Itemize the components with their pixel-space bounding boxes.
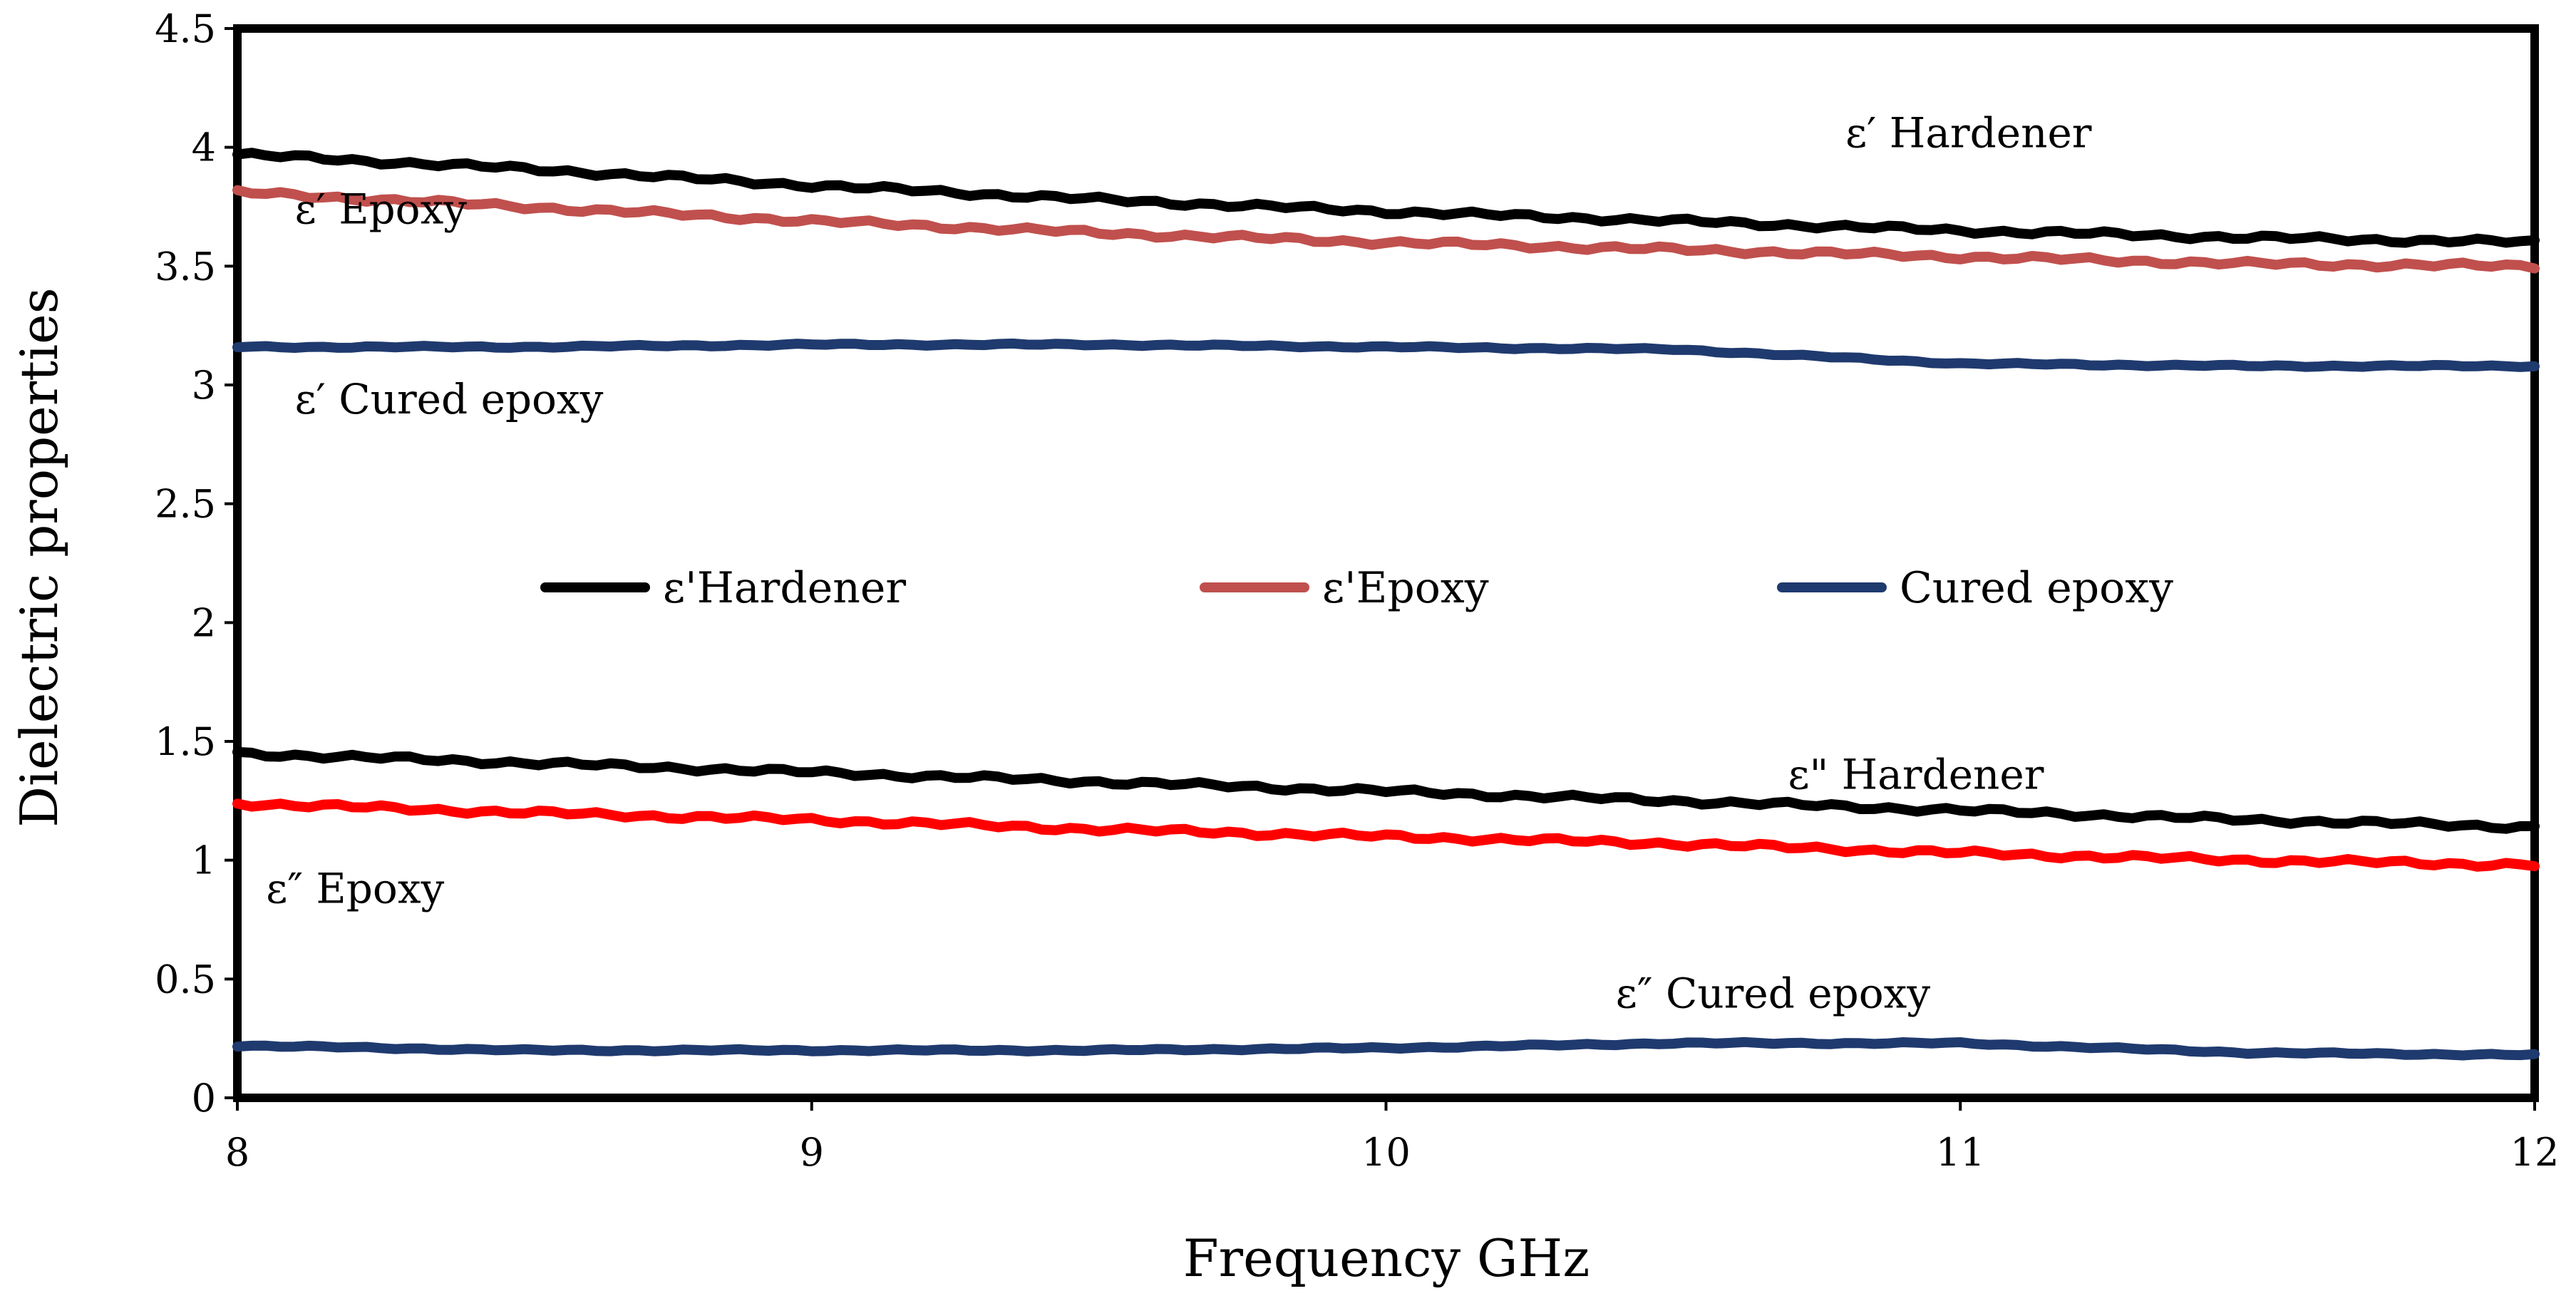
y-tick-label: 0 <box>192 1076 216 1121</box>
y-tick-label: 4 <box>192 125 216 170</box>
y-tick-label: 3.5 <box>155 244 216 289</box>
ticks-layer: 0 0.5 1 1.5 2 2.5 3 3.5 4 4.5 8 9 10 11 12 <box>155 6 2559 1175</box>
series-line <box>232 746 2540 834</box>
series-annotation: ε" Hardener <box>1788 751 2044 799</box>
annotation-layer: ε′ Hardener ε′ Epoxy ε′ Cured epoxy ε" Hard… <box>266 109 2091 1018</box>
x-tick-label: 9 <box>800 1130 824 1175</box>
y-tick-label: 1.5 <box>155 719 216 764</box>
y-tick-label: 2 <box>192 600 216 645</box>
series-annotation: ε″ Epoxy <box>266 865 444 913</box>
series-line <box>232 798 2540 872</box>
x-tick-label: 8 <box>225 1130 249 1175</box>
y-tick-label: 1 <box>192 838 216 883</box>
x-tick-label: 11 <box>1936 1130 1985 1175</box>
x-axis-title: Frequency GHz <box>1183 1228 1590 1288</box>
series-layer <box>232 148 2540 1061</box>
x-tick-label: 12 <box>2510 1130 2560 1175</box>
legend-label: ε'Hardener <box>663 563 906 613</box>
legend: ε'Hardener ε'Epoxy Cured epoxy <box>540 563 2173 613</box>
series-annotation: ε′ Hardener <box>1845 109 2092 158</box>
legend-label: ε'Epoxy <box>1322 563 1489 613</box>
series-line <box>232 1037 2540 1061</box>
y-tick-label: 0.5 <box>155 957 216 1002</box>
series-line <box>232 148 2540 248</box>
x-tick-label: 10 <box>1361 1130 1411 1175</box>
series-annotation: ε′ Cured epoxy <box>295 375 604 423</box>
y-axis-title: Dielectric properties <box>9 287 69 827</box>
y-tick-label: 3 <box>192 363 216 408</box>
y-tick-label: 4.5 <box>155 6 216 51</box>
legend-label: Cured epoxy <box>1900 563 2173 613</box>
y-tick-label: 2.5 <box>155 482 216 527</box>
series-annotation: ε′ Epoxy <box>295 185 468 233</box>
series-line <box>232 185 2540 274</box>
series-annotation: ε″ Cured epoxy <box>1616 969 1931 1017</box>
series-line <box>232 338 2540 372</box>
